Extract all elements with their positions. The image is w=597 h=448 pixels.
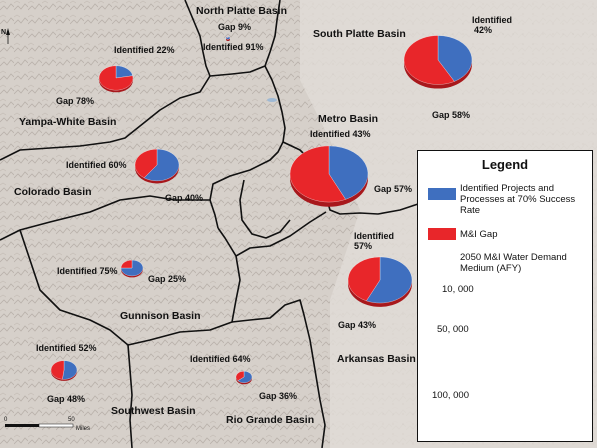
pie-gunnison xyxy=(120,259,144,278)
scale-bar xyxy=(5,423,74,428)
legend-panel: Legend Identified Projects and Processes… xyxy=(417,150,593,442)
scale-bar-zero: 0 xyxy=(4,417,8,423)
basin-label-southwest: Southwest Basin xyxy=(111,405,196,417)
stat-north-platte-identified: Identified 91% xyxy=(203,42,264,52)
stat-arkansas-identified-pct: 57% xyxy=(354,241,373,251)
pie-gunnison-gap-slice xyxy=(120,259,133,269)
stat-arkansas-gap: Gap 43% xyxy=(338,320,377,330)
basin-label-metro: Metro Basin xyxy=(318,113,379,125)
pie-north-platte-gap-slice xyxy=(226,36,229,39)
legend-size-medium: 50, 000 xyxy=(437,324,469,335)
stat-southwest-identified: Identified 52% xyxy=(36,343,97,353)
basin-label-yampa-white: Yampa-White Basin xyxy=(19,116,117,128)
pie-southwest-gap-slice xyxy=(50,360,65,380)
basin-label-gunnison: Gunnison Basin xyxy=(120,310,201,322)
pie-southwest xyxy=(50,360,78,381)
basin-label-colorado: Colorado Basin xyxy=(14,186,92,198)
pie-rio-grande-identified-slice xyxy=(237,371,253,383)
pie-metro-identified-slice xyxy=(328,145,369,200)
legend-identified-line3: Rate xyxy=(460,205,481,216)
pie-yampa-white xyxy=(98,65,134,93)
pie-southwest-identified-slice xyxy=(62,360,78,380)
pie-south-platte-gap-slice xyxy=(403,35,455,85)
pie-yampa-white-gap-slice xyxy=(98,65,134,91)
stat-metro-identified: Identified 43% xyxy=(310,129,371,139)
legend-title: Legend xyxy=(481,157,529,172)
legend-size-large: 100, 000 xyxy=(432,390,469,401)
pie-colorado xyxy=(134,149,180,184)
pie-south-platte xyxy=(403,35,473,89)
north-arrow-icon xyxy=(6,28,10,44)
pie-metro-gap-slice xyxy=(289,145,346,203)
stat-metro-gap: Gap 57% xyxy=(374,184,413,194)
basin-label-arkansas: Arkansas Basin xyxy=(337,353,416,365)
pie-gunnison-identified-slice xyxy=(120,259,144,277)
pie-north-platte-identified-slice xyxy=(225,36,231,40)
stat-yampa-gap: Gap 78% xyxy=(56,96,95,106)
legend-demand-line2: Medium (AFY) xyxy=(460,263,522,274)
scale-bar-unit: Miles xyxy=(76,426,91,432)
stat-southwest-gap: Gap 48% xyxy=(47,394,86,404)
pie-rio-grande xyxy=(235,371,253,385)
legend-gap-label: M&I Gap xyxy=(460,229,498,240)
stat-south-platte-identified-pct: 42% xyxy=(474,25,493,35)
stat-south-platte-identified: Identified xyxy=(472,15,512,25)
legend-size-small: 10, 000 xyxy=(442,284,474,295)
basin-boundaries xyxy=(0,0,419,448)
stat-colorado-identified: Identified 60% xyxy=(66,160,127,170)
stat-arkansas-identified: Identified xyxy=(354,231,394,241)
stat-south-platte-gap: Gap 58% xyxy=(432,110,471,120)
stat-north-platte-gap: Gap 9% xyxy=(218,22,252,32)
basin-label-rio-grande: Rio Grande Basin xyxy=(226,414,315,426)
legend-swatch-identified xyxy=(428,188,456,200)
legend-demand-line1: 2050 M&I Water Demand xyxy=(460,252,567,263)
pie-metro xyxy=(289,145,369,207)
stat-colorado-gap: Gap 40% xyxy=(165,193,204,203)
pie-north-platte xyxy=(225,36,231,41)
stat-yampa-identified: Identified 22% xyxy=(114,45,175,55)
stat-rio-grande-identified: Identified 64% xyxy=(190,354,251,364)
stat-gunnison-identified: Identified 75% xyxy=(57,266,118,276)
pie-south-platte-identified-slice xyxy=(437,35,473,82)
basin-label-north-platte: North Platte Basin xyxy=(196,5,288,17)
stat-gunnison-gap: Gap 25% xyxy=(148,274,187,284)
legend-swatch-gap xyxy=(428,228,456,240)
pie-rio-grande-gap-slice xyxy=(235,371,245,381)
legend-identified-line2: Processes at 70% Success xyxy=(460,194,576,205)
lake xyxy=(267,98,277,102)
pie-colorado-identified-slice xyxy=(143,149,180,181)
legend-identified-line1: Identified Projects and xyxy=(460,183,555,194)
pie-arkansas-gap-slice xyxy=(347,256,381,302)
stat-rio-grande-gap: Gap 36% xyxy=(259,391,298,401)
pie-arkansas-identified-slice xyxy=(366,256,413,304)
pie-charts-layer xyxy=(50,35,473,385)
pie-colorado-gap-slice xyxy=(134,149,158,178)
scale-bar-mid: 50 xyxy=(68,417,75,423)
basin-label-south-platte: South Platte Basin xyxy=(313,28,406,40)
pie-arkansas xyxy=(347,256,413,307)
north-arrow-label: N xyxy=(1,29,7,36)
